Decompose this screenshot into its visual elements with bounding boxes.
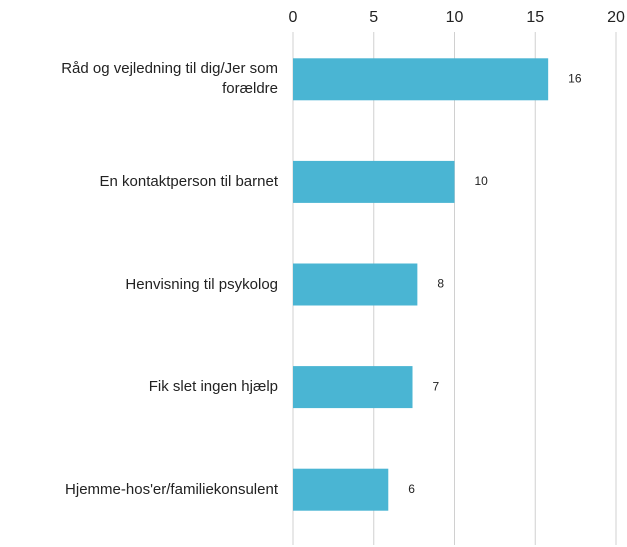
bar — [293, 263, 418, 306]
value-label: 7 — [433, 379, 440, 393]
x-tick-label: 0 — [289, 9, 298, 26]
y-tick-label: Hjemme-hos'er/familiekonsulent — [65, 480, 278, 498]
x-tick-label: 20 — [607, 9, 625, 26]
bar — [293, 160, 455, 203]
y-tick-label: Henvisning til psykolog — [125, 275, 278, 293]
bar — [293, 366, 413, 409]
x-tick-label: 15 — [526, 9, 544, 26]
value-label: 16 — [568, 71, 582, 85]
value-label: 10 — [475, 174, 489, 188]
bar — [293, 468, 389, 511]
y-tick-label: Råd og vejledning til dig/Jer som foræld… — [61, 60, 278, 98]
bar — [293, 58, 549, 101]
value-label: 8 — [437, 277, 444, 291]
y-tick-label: En kontaktperson til barnet — [99, 172, 278, 190]
value-label: 6 — [408, 482, 415, 496]
y-tick-label: Fik slet ingen hjælp — [148, 378, 278, 396]
x-tick-label: 10 — [446, 9, 464, 26]
x-tick-label: 5 — [369, 9, 378, 26]
